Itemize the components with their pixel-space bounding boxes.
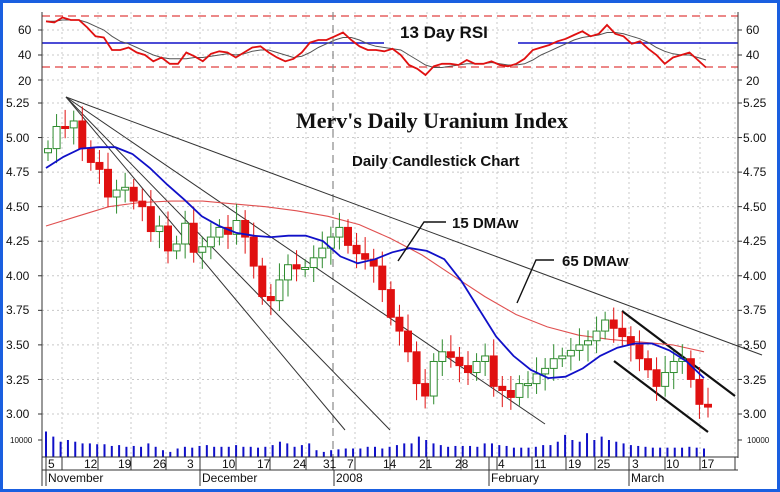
- candlesticks: [44, 106, 712, 419]
- chart-title: Merv's Daily Uranium Index: [296, 108, 568, 133]
- svg-text:19: 19: [568, 457, 582, 471]
- svg-text:3.75: 3.75: [743, 303, 767, 317]
- price-axis-labels-right: 5.25 5.00 4.75 4.50 4.25 4.00 3.75 3.50 …: [743, 96, 770, 445]
- svg-text:11: 11: [534, 457, 547, 471]
- svg-text:14: 14: [383, 457, 397, 471]
- svg-text:15 DMAw: 15 DMAw: [452, 215, 519, 232]
- ma15-line: [45, 146, 705, 380]
- svg-text:3.00: 3.00: [6, 407, 30, 421]
- svg-text:3.75: 3.75: [6, 303, 30, 317]
- svg-text:24: 24: [293, 457, 307, 471]
- svg-text:4.50: 4.50: [743, 200, 767, 214]
- svg-text:4.00: 4.00: [6, 269, 30, 283]
- svg-text:40: 40: [18, 48, 32, 62]
- svg-text:17: 17: [701, 457, 715, 471]
- svg-text:March: March: [631, 471, 664, 485]
- date-axis: 5 12 19 26 3 10 17 24 31 7 14 21 28 4 11…: [42, 456, 738, 486]
- svg-text:5.00: 5.00: [743, 131, 767, 145]
- chart-subtitle: Daily Candlestick Chart: [352, 153, 520, 170]
- svg-text:7: 7: [347, 457, 354, 471]
- svg-text:19: 19: [118, 457, 132, 471]
- price-axis-labels-left: 5.25 5.00 4.75 4.50 4.25 4.00 3.75 3.50 …: [6, 96, 33, 445]
- svg-text:10: 10: [222, 457, 236, 471]
- svg-text:5.25: 5.25: [743, 96, 767, 110]
- svg-text:60: 60: [18, 23, 32, 37]
- svg-text:5.00: 5.00: [6, 131, 30, 145]
- svg-text:3.25: 3.25: [743, 373, 767, 387]
- rsi-title: 13 Day RSI: [400, 23, 488, 42]
- y-axis-ticks: [38, 29, 742, 441]
- svg-text:10000: 10000: [747, 436, 770, 445]
- svg-text:4: 4: [498, 457, 505, 471]
- rsi-axis-labels: 60 40 20 60 40 20: [18, 23, 760, 88]
- svg-text:4.25: 4.25: [743, 234, 767, 248]
- svg-text:3.50: 3.50: [6, 338, 30, 352]
- svg-text:25: 25: [597, 457, 611, 471]
- svg-text:26: 26: [153, 457, 167, 471]
- svg-text:November: November: [48, 471, 103, 485]
- grid: [42, 12, 738, 457]
- svg-text:31: 31: [323, 457, 337, 471]
- svg-text:10000: 10000: [10, 436, 33, 445]
- price-panel: Merv's Daily Uranium Index Daily Candles…: [44, 12, 763, 470]
- svg-text:4.75: 4.75: [743, 165, 767, 179]
- svg-text:3.50: 3.50: [743, 338, 767, 352]
- svg-text:4.25: 4.25: [6, 234, 30, 248]
- svg-text:4.50: 4.50: [6, 200, 30, 214]
- svg-text:February: February: [491, 471, 539, 485]
- svg-text:3.25: 3.25: [6, 373, 30, 387]
- svg-text:20: 20: [18, 74, 32, 88]
- svg-text:20: 20: [746, 74, 760, 88]
- annotation-15dmaw: 15 DMAw: [397, 215, 519, 262]
- svg-text:5.25: 5.25: [6, 96, 30, 110]
- svg-text:28: 28: [455, 457, 469, 471]
- svg-text:65 DMAw: 65 DMAw: [562, 253, 629, 270]
- svg-text:3: 3: [187, 457, 194, 471]
- svg-text:4.00: 4.00: [743, 269, 767, 283]
- volume-bars: [45, 431, 705, 457]
- rsi-panel: 13 Day RSI: [42, 15, 738, 77]
- svg-text:3: 3: [632, 457, 639, 471]
- svg-text:2008: 2008: [336, 471, 363, 485]
- svg-text:3.00: 3.00: [743, 407, 767, 421]
- svg-text:17: 17: [257, 457, 271, 471]
- svg-text:40: 40: [746, 48, 760, 62]
- svg-text:21: 21: [419, 457, 433, 471]
- svg-text:60: 60: [746, 23, 760, 37]
- svg-text:4.75: 4.75: [6, 165, 30, 179]
- svg-text:5: 5: [48, 457, 55, 471]
- svg-text:10: 10: [666, 457, 680, 471]
- rsi-line: [45, 16, 707, 77]
- svg-text:December: December: [202, 471, 257, 485]
- svg-text:12: 12: [84, 457, 98, 471]
- annotation-65dmaw: 65 DMAw: [516, 253, 629, 304]
